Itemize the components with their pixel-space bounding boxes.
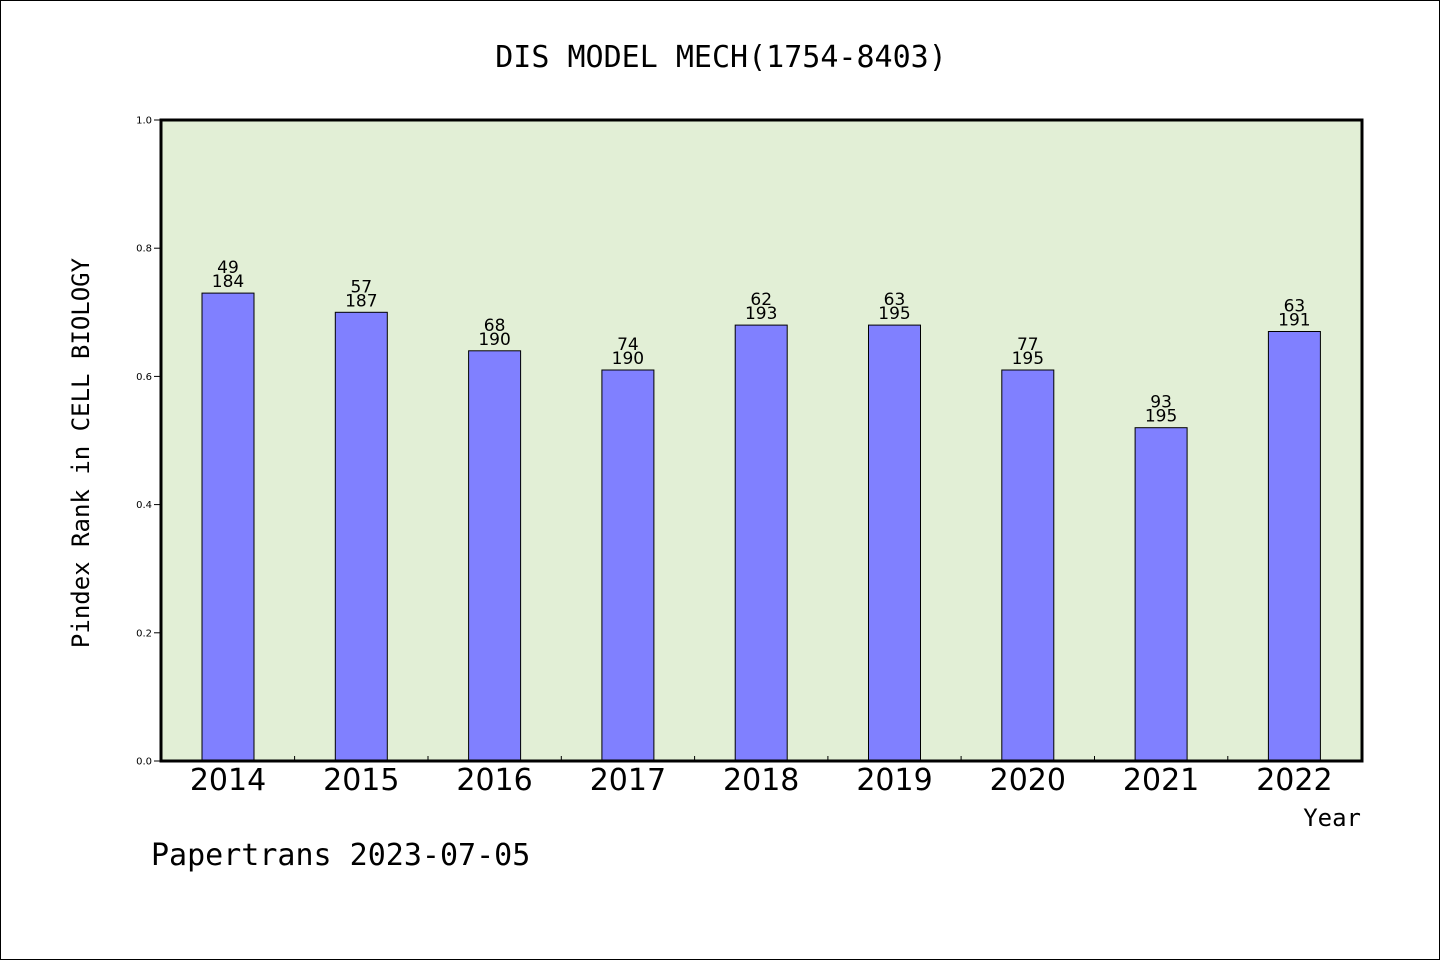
x-axis-label: Year <box>1303 804 1361 832</box>
x-tick-label-2017: 2017 <box>590 763 666 798</box>
bar-2018 <box>734 324 788 762</box>
x-tick-label-2015: 2015 <box>323 763 399 798</box>
data-label-top-2019: 63 <box>884 290 906 310</box>
bar-2022 <box>1267 331 1321 762</box>
x-tick-label-2021: 2021 <box>1123 763 1199 798</box>
x-tick-label-2016: 2016 <box>456 763 532 798</box>
bars-layer <box>201 292 1321 762</box>
data-label-top-2014: 49 <box>217 258 239 278</box>
x-tick-label-2019: 2019 <box>856 763 932 798</box>
data-label-top-2018: 62 <box>750 290 772 310</box>
y-axis-label: Pindex Rank in CELL BIOLOGY <box>67 257 95 648</box>
data-label-bottom-2014: 184 <box>212 272 244 292</box>
y-tick-label: 0.8 <box>136 244 152 255</box>
plot-border <box>159 118 1364 763</box>
data-label-bottom-2015: 187 <box>345 291 377 311</box>
x-tick-label-2014: 2014 <box>190 763 266 798</box>
data-label-top-2015: 57 <box>350 277 372 297</box>
y-tick-label: 0.4 <box>136 500 152 511</box>
data-label-bottom-2018: 193 <box>745 304 777 324</box>
y-axis-ticks: 0.0 0.2 0.4 0.6 0.8 1.0 <box>136 116 161 768</box>
data-label-bottom-2016: 190 <box>478 330 510 350</box>
data-label-bottom-2019: 195 <box>878 304 910 324</box>
bar-2020 <box>1001 369 1055 762</box>
bar-2019 <box>868 324 921 762</box>
data-label-bottom-2020: 195 <box>1012 349 1044 369</box>
x-tick-label-2022: 2022 <box>1256 763 1332 798</box>
bar-2017 <box>601 369 655 762</box>
data-label-bottom-2021: 195 <box>1145 407 1177 427</box>
y-tick-label: 0.2 <box>136 628 152 639</box>
chart-title: DIS MODEL MECH(1754-8403) <box>495 40 947 75</box>
bar-2014 <box>201 292 255 762</box>
y-tick-label: 0.0 <box>136 757 152 768</box>
y-tick-label: 1.0 <box>136 116 152 127</box>
data-label-top-2021: 93 <box>1150 393 1172 413</box>
x-tick-label-2018: 2018 <box>723 763 799 798</box>
bar-2021 <box>1134 427 1188 762</box>
data-label-top-2016: 68 <box>484 316 506 336</box>
x-axis-ticks: 2014 2015 2016 2017 2018 2019 2020 2021 2022 <box>190 756 1333 798</box>
y-tick-label: 0.6 <box>136 372 152 383</box>
bar-2016 <box>468 350 522 762</box>
footer-credit: Papertrans 2023-07-05 <box>151 838 530 873</box>
data-label-top-2022: 63 <box>1284 297 1306 317</box>
data-label-top-2020: 77 <box>1017 335 1039 355</box>
data-label-bottom-2017: 190 <box>612 349 644 369</box>
data-label-top-2017: 74 <box>617 335 639 355</box>
bar-2015 <box>334 311 388 762</box>
x-tick-label-2020: 2020 <box>990 763 1066 798</box>
data-label-bottom-2022: 191 <box>1278 311 1310 331</box>
